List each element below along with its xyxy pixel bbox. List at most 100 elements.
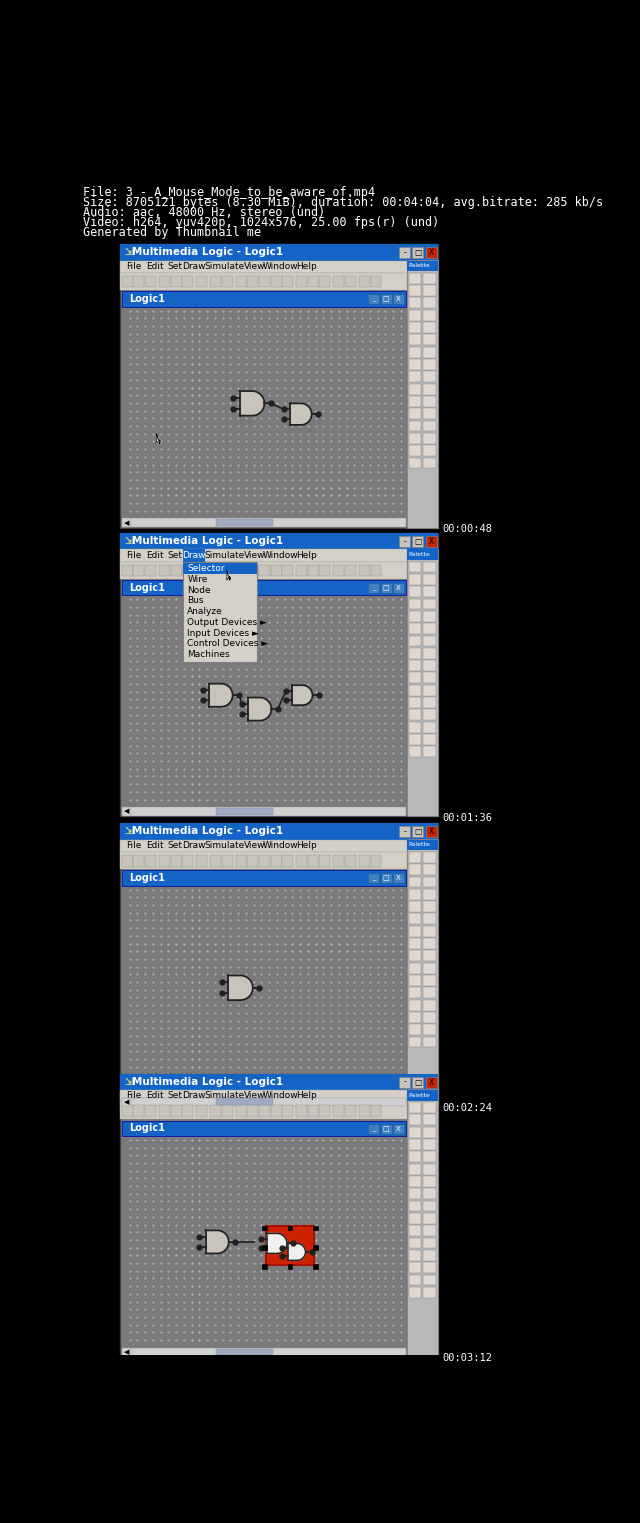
FancyBboxPatch shape [423,673,436,684]
FancyBboxPatch shape [122,565,132,576]
FancyBboxPatch shape [423,926,436,937]
Polygon shape [209,684,233,707]
FancyBboxPatch shape [408,396,421,407]
FancyBboxPatch shape [371,565,381,576]
Text: Bus: Bus [188,597,204,605]
FancyBboxPatch shape [408,323,421,334]
FancyBboxPatch shape [271,854,282,867]
Text: Logic1: Logic1 [129,873,166,883]
FancyBboxPatch shape [381,294,392,305]
FancyBboxPatch shape [408,335,421,346]
Text: ⇲: ⇲ [124,827,132,836]
FancyBboxPatch shape [407,1089,438,1357]
Text: □: □ [414,827,422,836]
FancyBboxPatch shape [184,550,205,562]
FancyBboxPatch shape [408,1176,421,1186]
Text: Input Devices ►: Input Devices ► [188,629,259,638]
FancyBboxPatch shape [407,1090,438,1101]
FancyBboxPatch shape [216,809,273,815]
Text: Multimedia Logic - Logic1: Multimedia Logic - Logic1 [132,827,283,836]
Text: X: X [428,1078,434,1086]
FancyBboxPatch shape [122,870,406,886]
FancyBboxPatch shape [408,877,421,888]
Text: Draw: Draw [182,551,206,560]
FancyBboxPatch shape [408,1263,421,1273]
FancyBboxPatch shape [423,659,436,672]
FancyBboxPatch shape [171,565,182,576]
FancyBboxPatch shape [120,244,438,260]
FancyBboxPatch shape [408,1164,421,1174]
FancyBboxPatch shape [408,623,421,634]
FancyBboxPatch shape [210,565,221,576]
FancyBboxPatch shape [122,854,132,867]
FancyBboxPatch shape [407,550,438,560]
FancyBboxPatch shape [408,647,421,658]
FancyBboxPatch shape [296,276,307,288]
Text: X: X [396,1125,401,1132]
Text: Draw: Draw [182,1092,206,1101]
FancyBboxPatch shape [216,1348,273,1355]
FancyBboxPatch shape [423,698,436,708]
FancyBboxPatch shape [308,276,319,288]
FancyBboxPatch shape [423,297,436,308]
Text: X: X [428,827,434,836]
FancyBboxPatch shape [423,1139,436,1150]
FancyBboxPatch shape [120,562,407,579]
Text: Size: 8705121 bytes (8.30 MiB), duration: 00:04:04, avg.bitrate: 285 kb/s: Size: 8705121 bytes (8.30 MiB), duration… [83,196,604,209]
FancyBboxPatch shape [80,183,576,1355]
FancyBboxPatch shape [368,294,379,305]
FancyBboxPatch shape [182,565,193,576]
FancyBboxPatch shape [122,1098,131,1106]
FancyBboxPatch shape [423,574,436,585]
Text: Multimedia Logic - Logic1: Multimedia Logic - Logic1 [132,536,283,547]
Text: Edit: Edit [147,262,164,271]
Text: □: □ [414,1078,422,1086]
FancyBboxPatch shape [399,1077,410,1087]
FancyBboxPatch shape [408,673,421,684]
FancyBboxPatch shape [368,874,379,883]
FancyBboxPatch shape [210,854,221,867]
Text: File: File [126,551,141,560]
FancyBboxPatch shape [120,1074,438,1357]
FancyBboxPatch shape [408,1013,421,1023]
FancyBboxPatch shape [333,1106,344,1116]
Polygon shape [227,571,231,580]
FancyBboxPatch shape [423,877,436,888]
Text: Help: Help [296,1092,317,1101]
FancyBboxPatch shape [423,864,436,876]
FancyBboxPatch shape [408,1275,421,1285]
FancyBboxPatch shape [236,854,246,867]
Text: View: View [244,1092,266,1101]
FancyBboxPatch shape [408,987,421,998]
FancyBboxPatch shape [368,583,379,592]
FancyBboxPatch shape [282,1106,293,1116]
Text: □: □ [383,585,389,591]
FancyBboxPatch shape [408,1103,421,1113]
FancyBboxPatch shape [408,659,421,672]
FancyBboxPatch shape [408,586,421,597]
FancyBboxPatch shape [423,746,436,757]
FancyBboxPatch shape [120,1074,438,1090]
Text: 00:02:24: 00:02:24 [443,1103,493,1113]
FancyBboxPatch shape [122,1121,406,1136]
FancyBboxPatch shape [216,519,273,525]
FancyBboxPatch shape [423,372,436,382]
FancyBboxPatch shape [423,309,436,320]
Text: _: _ [372,1125,376,1132]
FancyBboxPatch shape [408,914,421,924]
FancyBboxPatch shape [423,889,436,900]
Text: Window: Window [263,262,298,271]
FancyBboxPatch shape [423,950,436,961]
FancyBboxPatch shape [423,335,436,346]
FancyBboxPatch shape [408,889,421,900]
FancyBboxPatch shape [423,445,436,455]
FancyBboxPatch shape [426,827,436,838]
Text: -: - [403,827,406,836]
Text: Set: Set [167,262,182,271]
FancyBboxPatch shape [423,1263,436,1273]
Polygon shape [289,1243,305,1261]
FancyBboxPatch shape [423,1115,436,1125]
Text: Set: Set [167,551,182,560]
Polygon shape [157,434,161,443]
FancyBboxPatch shape [345,854,356,867]
